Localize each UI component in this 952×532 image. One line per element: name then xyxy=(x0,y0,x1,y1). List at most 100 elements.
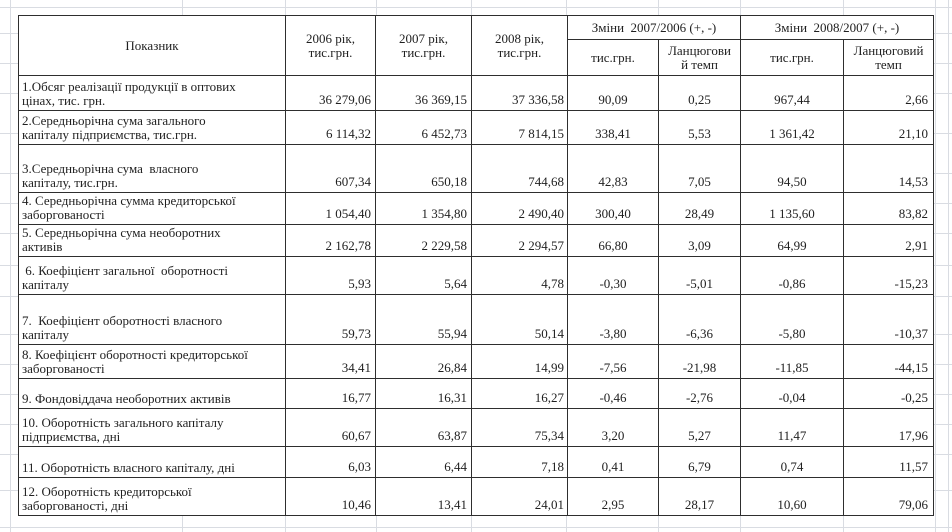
cell-change-abs-2007-2006[interactable]: 66,80 xyxy=(567,224,659,257)
group-header-changes-2007-2006[interactable]: Зміни 2007/2006 (+, -) xyxy=(566,15,742,40)
cell-change-rate-2007-2006[interactable]: 5,53 xyxy=(657,110,742,145)
cell-change-abs-2007-2006[interactable]: 300,40 xyxy=(567,192,659,225)
row-label[interactable]: 9. Фондовіддача необоротних активів xyxy=(18,378,286,409)
cell-change-rate-2008-2007[interactable]: 21,10 xyxy=(843,110,935,145)
cell-change-abs-2007-2006[interactable]: 90,09 xyxy=(567,75,659,111)
cell-change-abs-2008-2007[interactable]: 0,74 xyxy=(740,446,845,478)
row-label[interactable]: 10. Оборотність загального капіталу підп… xyxy=(18,408,286,447)
cell-2007[interactable]: 1 354,80 xyxy=(375,192,472,225)
cell-2006[interactable]: 1 054,40 xyxy=(285,192,376,225)
cell-change-abs-2008-2007[interactable]: -0,86 xyxy=(740,256,845,295)
cell-change-rate-2008-2007[interactable]: -0,25 xyxy=(843,378,935,409)
cell-2006[interactable]: 6 114,32 xyxy=(285,110,376,145)
cell-2007[interactable]: 2 229,58 xyxy=(375,224,472,257)
cell-2008[interactable]: 24,01 xyxy=(471,477,568,516)
cell-2008[interactable]: 2 490,40 xyxy=(471,192,568,225)
cell-2008[interactable]: 4,78 xyxy=(471,256,568,295)
cell-change-abs-2008-2007[interactable]: -5,80 xyxy=(740,294,845,345)
cell-2007[interactable]: 16,31 xyxy=(375,378,472,409)
subheader-abs-2007-2006[interactable]: тис.грн. xyxy=(567,39,659,76)
cell-change-abs-2008-2007[interactable]: 94,50 xyxy=(740,144,845,193)
cell-2007[interactable]: 26,84 xyxy=(375,344,472,379)
cell-change-rate-2008-2007[interactable]: 14,53 xyxy=(843,144,935,193)
cell-change-rate-2007-2006[interactable]: 5,27 xyxy=(657,408,742,447)
cell-change-abs-2008-2007[interactable]: 1 135,60 xyxy=(740,192,845,225)
cell-2006[interactable]: 59,73 xyxy=(285,294,376,345)
cell-change-rate-2007-2006[interactable]: 28,17 xyxy=(657,477,742,516)
cell-change-abs-2008-2007[interactable]: 1 361,42 xyxy=(740,110,845,145)
cell-change-abs-2007-2006[interactable]: -7,56 xyxy=(567,344,659,379)
cell-2008[interactable]: 14,99 xyxy=(471,344,568,379)
cell-2007[interactable]: 63,87 xyxy=(375,408,472,447)
cell-2008[interactable]: 7,18 xyxy=(471,446,568,478)
cell-change-abs-2008-2007[interactable]: 64,99 xyxy=(740,224,845,257)
subheader-rate-2008-2007[interactable]: Ланцюговий темп xyxy=(843,39,935,76)
cell-change-abs-2008-2007[interactable]: 967,44 xyxy=(740,75,845,111)
cell-change-abs-2007-2006[interactable]: -0,46 xyxy=(567,378,659,409)
cell-2006[interactable]: 2 162,78 xyxy=(285,224,376,257)
row-label[interactable]: 5. Середньорічна сума необоротних активі… xyxy=(18,224,286,257)
cell-change-abs-2007-2006[interactable]: 0,41 xyxy=(567,446,659,478)
cell-2007[interactable]: 6,44 xyxy=(375,446,472,478)
cell-change-abs-2007-2006[interactable]: -3,80 xyxy=(567,294,659,345)
row-label[interactable]: 1.Обсяг реалізації продукції в оптових ц… xyxy=(18,75,286,111)
cell-2006[interactable]: 34,41 xyxy=(285,344,376,379)
cell-2008[interactable]: 75,34 xyxy=(471,408,568,447)
row-label[interactable]: 7. Коефіцієнт оборотності власного капіт… xyxy=(18,294,286,345)
col-header-2006[interactable]: 2006 рік, тис.грн. xyxy=(285,15,376,76)
cell-change-rate-2007-2006[interactable]: -6,36 xyxy=(657,294,742,345)
cell-change-rate-2008-2007[interactable]: -10,37 xyxy=(843,294,935,345)
cell-change-abs-2008-2007[interactable]: -0,04 xyxy=(740,378,845,409)
group-header-changes-2008-2007[interactable]: Зміни 2008/2007 (+, -) xyxy=(740,15,935,40)
cell-change-rate-2007-2006[interactable]: -5,01 xyxy=(657,256,742,295)
cell-2006[interactable]: 607,34 xyxy=(285,144,376,193)
cell-2007[interactable]: 55,94 xyxy=(375,294,472,345)
row-label[interactable]: 4. Середньорічна сумма кредиторської заб… xyxy=(18,192,286,225)
col-header-indicator[interactable]: Показник xyxy=(18,15,286,76)
cell-2007[interactable]: 13,41 xyxy=(375,477,472,516)
cell-change-rate-2007-2006[interactable]: 7,05 xyxy=(657,144,742,193)
cell-change-abs-2007-2006[interactable]: 42,83 xyxy=(567,144,659,193)
cell-change-rate-2008-2007[interactable]: 83,82 xyxy=(843,192,935,225)
cell-2008[interactable]: 7 814,15 xyxy=(471,110,568,145)
subheader-rate-2007-2006[interactable]: Ланцюгови й темп xyxy=(657,39,742,76)
cell-2008[interactable]: 744,68 xyxy=(471,144,568,193)
cell-2006[interactable]: 5,93 xyxy=(285,256,376,295)
cell-change-rate-2008-2007[interactable]: 79,06 xyxy=(843,477,935,516)
cell-change-rate-2008-2007[interactable]: 2,66 xyxy=(843,75,935,111)
cell-change-rate-2007-2006[interactable]: 6,79 xyxy=(657,446,742,478)
cell-change-rate-2007-2006[interactable]: 3,09 xyxy=(657,224,742,257)
cell-2007[interactable]: 650,18 xyxy=(375,144,472,193)
cell-change-rate-2007-2006[interactable]: -21,98 xyxy=(657,344,742,379)
row-label[interactable]: 8. Коефіцієнт оборотності кредиторської … xyxy=(18,344,286,379)
cell-change-abs-2008-2007[interactable]: 11,47 xyxy=(740,408,845,447)
cell-2007[interactable]: 5,64 xyxy=(375,256,472,295)
cell-change-abs-2008-2007[interactable]: 10,60 xyxy=(740,477,845,516)
row-label[interactable]: 11. Оборотність власного капіталу, дні xyxy=(18,446,286,478)
cell-change-rate-2008-2007[interactable]: -15,23 xyxy=(843,256,935,295)
cell-2006[interactable]: 10,46 xyxy=(285,477,376,516)
cell-2006[interactable]: 6,03 xyxy=(285,446,376,478)
subheader-abs-2008-2007[interactable]: тис.грн. xyxy=(740,39,845,76)
cell-2007[interactable]: 36 369,15 xyxy=(375,75,472,111)
cell-2006[interactable]: 60,67 xyxy=(285,408,376,447)
cell-change-abs-2007-2006[interactable]: 2,95 xyxy=(567,477,659,516)
cell-change-abs-2008-2007[interactable]: -11,85 xyxy=(740,344,845,379)
cell-change-rate-2008-2007[interactable]: 17,96 xyxy=(843,408,935,447)
row-label[interactable]: 12. Оборотність кредиторської заборгован… xyxy=(18,477,286,516)
cell-change-rate-2008-2007[interactable]: -44,15 xyxy=(843,344,935,379)
cell-change-rate-2007-2006[interactable]: -2,76 xyxy=(657,378,742,409)
col-header-2008[interactable]: 2008 рік, тис.грн. xyxy=(471,15,568,76)
cell-change-rate-2007-2006[interactable]: 28,49 xyxy=(657,192,742,225)
cell-change-rate-2008-2007[interactable]: 11,57 xyxy=(843,446,935,478)
cell-change-abs-2007-2006[interactable]: -0,30 xyxy=(567,256,659,295)
cell-2006[interactable]: 16,77 xyxy=(285,378,376,409)
cell-change-abs-2007-2006[interactable]: 338,41 xyxy=(567,110,659,145)
cell-2008[interactable]: 16,27 xyxy=(471,378,568,409)
cell-change-rate-2007-2006[interactable]: 0,25 xyxy=(657,75,742,111)
cell-2007[interactable]: 6 452,73 xyxy=(375,110,472,145)
cell-2008[interactable]: 2 294,57 xyxy=(471,224,568,257)
cell-2006[interactable]: 36 279,06 xyxy=(285,75,376,111)
row-label[interactable]: 6. Коефіцієнт загальної оборотності капі… xyxy=(18,256,286,295)
cell-2008[interactable]: 37 336,58 xyxy=(471,75,568,111)
